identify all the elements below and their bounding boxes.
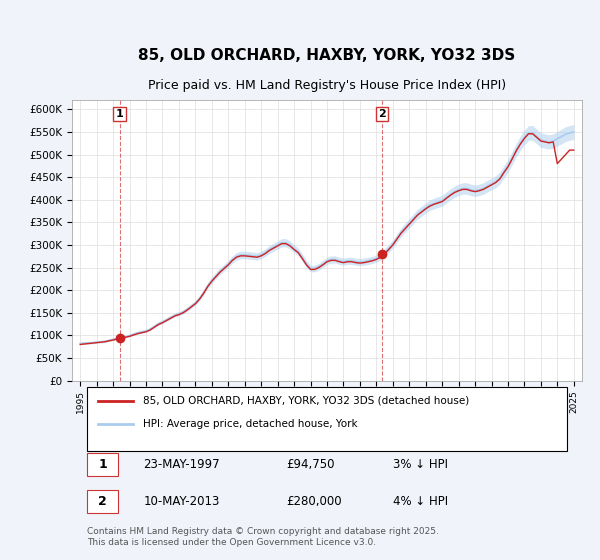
Text: 10-MAY-2013: 10-MAY-2013 <box>143 495 220 508</box>
Text: 3% ↓ HPI: 3% ↓ HPI <box>394 458 448 471</box>
Text: Contains HM Land Registry data © Crown copyright and database right 2025.
This d: Contains HM Land Registry data © Crown c… <box>88 528 439 547</box>
Text: HPI: Average price, detached house, York: HPI: Average price, detached house, York <box>143 419 358 430</box>
Text: 85, OLD ORCHARD, HAXBY, YORK, YO32 3DS (detached house): 85, OLD ORCHARD, HAXBY, YORK, YO32 3DS (… <box>143 396 470 406</box>
FancyBboxPatch shape <box>88 490 118 514</box>
FancyBboxPatch shape <box>88 388 567 451</box>
Text: 2: 2 <box>379 109 386 119</box>
Text: 85, OLD ORCHARD, HAXBY, YORK, YO32 3DS: 85, OLD ORCHARD, HAXBY, YORK, YO32 3DS <box>139 48 515 63</box>
Text: Price paid vs. HM Land Registry's House Price Index (HPI): Price paid vs. HM Land Registry's House … <box>148 79 506 92</box>
Text: 1: 1 <box>116 109 124 119</box>
Text: £94,750: £94,750 <box>286 458 335 471</box>
Text: 1: 1 <box>98 458 107 471</box>
Text: 4% ↓ HPI: 4% ↓ HPI <box>394 495 448 508</box>
Text: £280,000: £280,000 <box>286 495 342 508</box>
Text: 23-MAY-1997: 23-MAY-1997 <box>143 458 220 471</box>
Text: 2: 2 <box>98 495 107 508</box>
FancyBboxPatch shape <box>88 453 118 477</box>
